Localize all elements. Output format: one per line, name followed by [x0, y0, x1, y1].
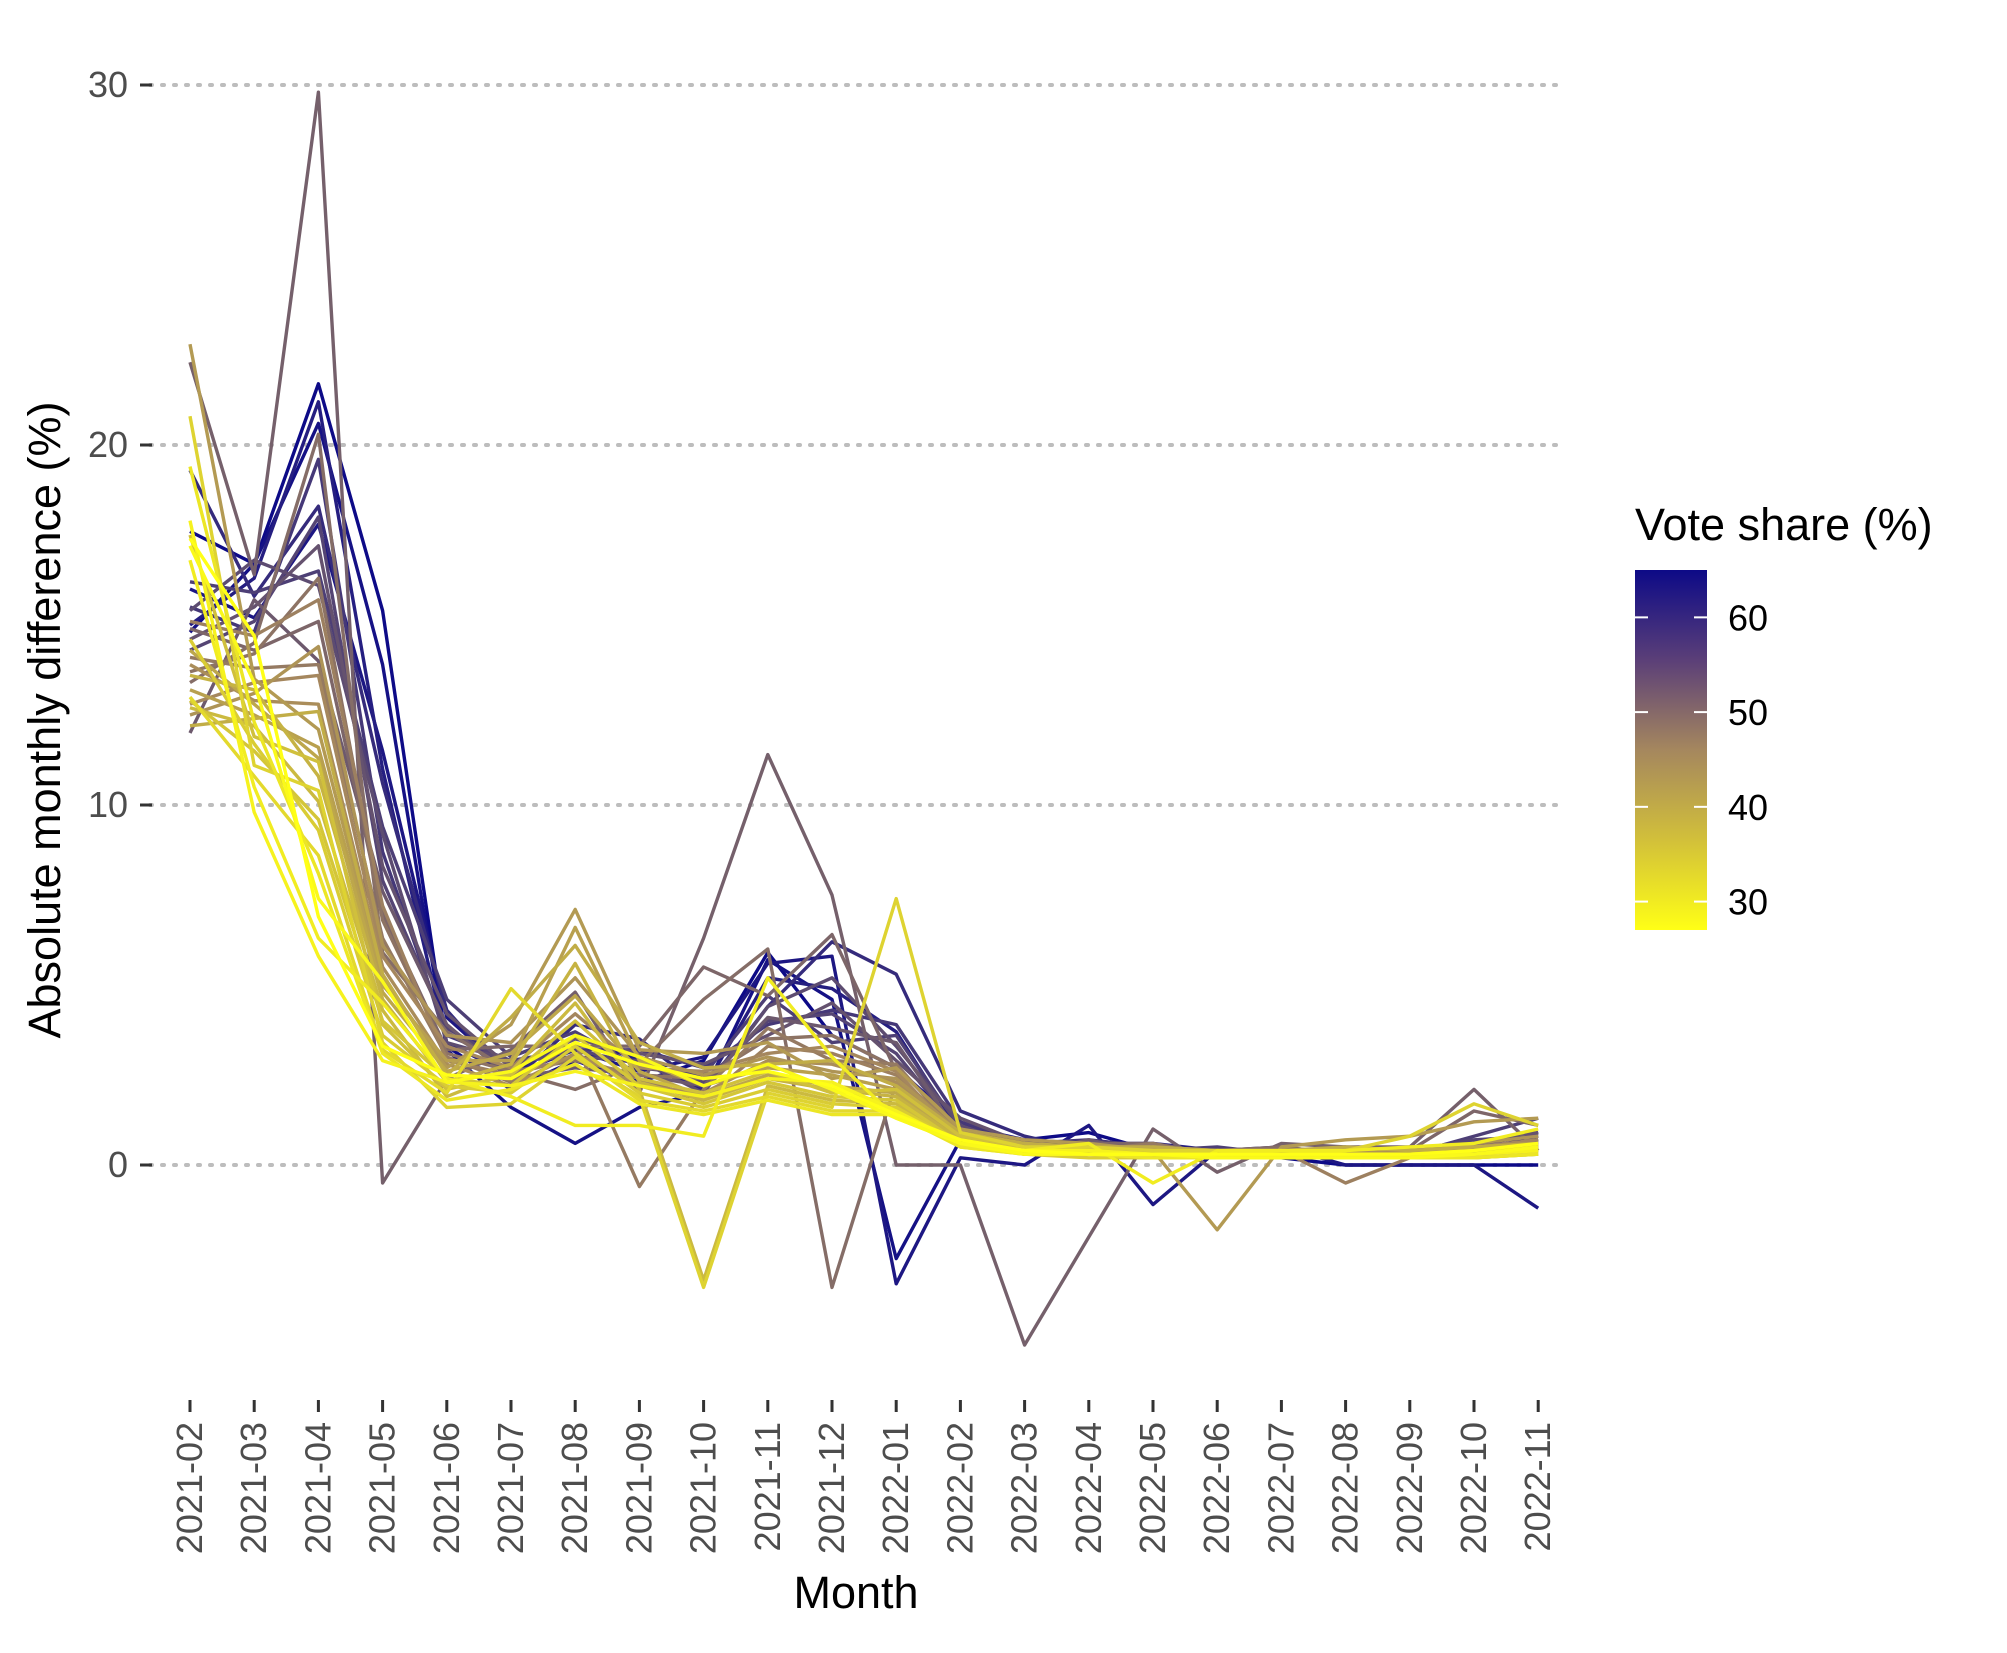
y-tick-label: 10 — [88, 784, 128, 825]
colorbar-ticks: 30 40 50 60 — [1635, 597, 1768, 923]
colorbar-label: 50 — [1728, 692, 1768, 733]
series-line — [189, 688, 1539, 1156]
series-line — [189, 598, 1539, 1185]
series-line — [189, 382, 1539, 1167]
gridlines — [148, 83, 1567, 1167]
x-tick-label: 2022-02 — [939, 1422, 980, 1554]
series-line — [189, 709, 1539, 1153]
x-tick-label: 2022-07 — [1260, 1422, 1301, 1554]
y-tick-label: 0 — [108, 1144, 128, 1185]
x-tick-label: 2022-08 — [1325, 1422, 1366, 1554]
x-tick-label: 2021-11 — [747, 1422, 788, 1551]
legend: Vote share (%) 30 40 50 60 — [1635, 499, 1933, 930]
x-tick-label: 2022-05 — [1132, 1422, 1173, 1554]
y-tick-label: 30 — [88, 64, 128, 105]
x-tick-label: 2021-06 — [426, 1422, 467, 1554]
x-tick-label: 2021-02 — [169, 1422, 210, 1554]
series-line — [188, 537, 1539, 1156]
colorbar — [1635, 570, 1707, 930]
x-tick-label: 2021-10 — [683, 1422, 724, 1554]
y-axis-title: Absolute monthly difference (%) — [19, 402, 70, 1039]
series-line — [188, 545, 1539, 1160]
x-tick-label: 2022-11 — [1517, 1422, 1558, 1551]
x-tick-label: 2021-09 — [618, 1422, 659, 1554]
x-tick-label: 2021-03 — [233, 1422, 274, 1554]
x-axis: 2021-02 2021-03 2021-04 2021-05 2021-06 2021-… — [169, 1400, 1558, 1554]
x-tick-label: 2021-05 — [362, 1422, 403, 1554]
y-axis: 0 10 20 30 — [88, 64, 152, 1185]
x-tick-label: 2022-10 — [1453, 1422, 1494, 1554]
series-line — [188, 558, 1539, 1160]
series-line — [188, 421, 1539, 1261]
series-line — [188, 559, 1539, 1185]
x-tick-label: 2022-03 — [1004, 1422, 1045, 1554]
series-lines — [188, 90, 1540, 1347]
x-tick-label: 2022-01 — [875, 1422, 916, 1554]
x-tick-label: 2022-06 — [1196, 1422, 1237, 1554]
x-tick-label: 2021-08 — [554, 1422, 595, 1554]
colorbar-label: 30 — [1728, 882, 1768, 923]
x-axis-title: Month — [793, 1567, 918, 1618]
x-tick-label: 2022-09 — [1389, 1422, 1430, 1554]
colorbar-label: 60 — [1728, 597, 1768, 638]
colorbar-label: 40 — [1728, 787, 1768, 828]
series-line — [188, 90, 1540, 1347]
x-tick-label: 2022-04 — [1068, 1422, 1109, 1554]
x-tick-label: 2021-12 — [811, 1422, 852, 1554]
x-tick-label: 2021-07 — [490, 1422, 531, 1554]
y-tick-label: 20 — [88, 424, 128, 465]
x-tick-label: 2021-04 — [297, 1422, 338, 1554]
legend-title: Vote share (%) — [1635, 499, 1933, 550]
